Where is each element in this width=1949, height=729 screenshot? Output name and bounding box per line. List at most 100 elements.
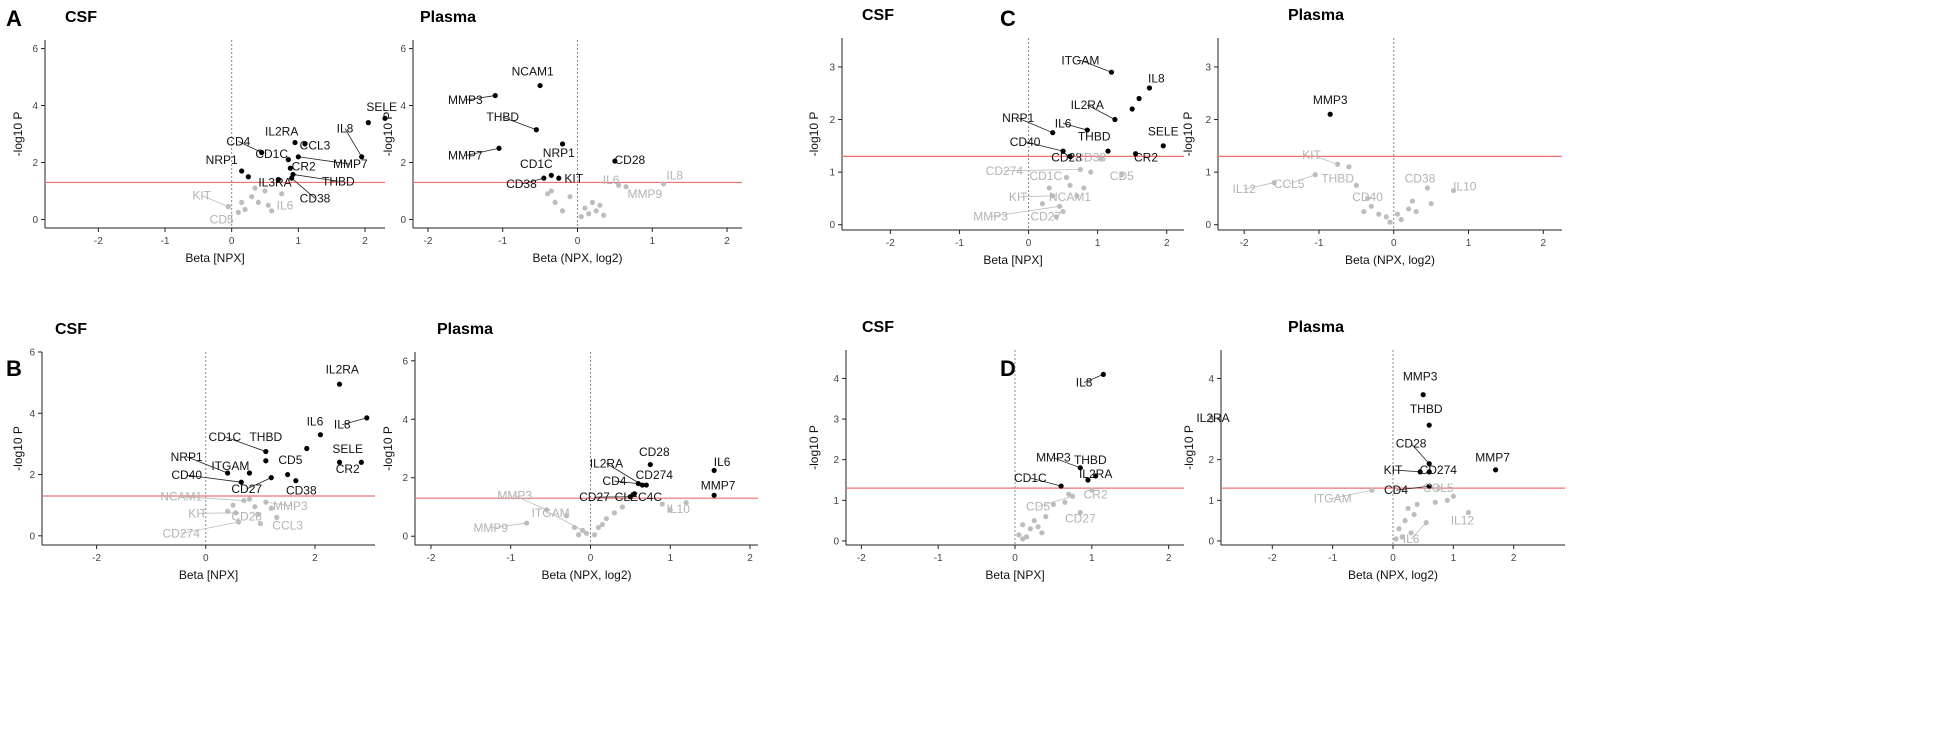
point-label: IL2RA: [1071, 98, 1104, 112]
nonsignificant-point: [241, 498, 246, 503]
nonsignificant-point: [601, 213, 606, 218]
point-label: THBD: [322, 174, 355, 188]
y-tick-label: 6: [29, 348, 35, 359]
nonsignificant-point: [1074, 193, 1079, 198]
nonsignificant-point: [1078, 167, 1083, 172]
y-tick-label: 0: [833, 536, 839, 547]
x-tick-label: 0: [1012, 553, 1018, 564]
x-tick-label: -1: [1315, 238, 1324, 249]
significant-point: [318, 432, 323, 437]
significant-point: [493, 93, 498, 98]
point-label: MMP3: [273, 499, 308, 513]
nonsignificant-point: [1081, 185, 1086, 190]
nonsignificant-point: [1376, 212, 1381, 217]
nonsignificant-point: [660, 501, 665, 506]
nonsignificant-point: [1425, 185, 1430, 190]
point-label: IL2RA: [265, 124, 298, 138]
significant-point: [1058, 483, 1063, 488]
nonsignificant-point: [1098, 156, 1103, 161]
y-tick-label: 6: [402, 356, 408, 367]
significant-point: [263, 458, 268, 463]
point-label: CD4: [602, 474, 626, 488]
nonsignificant-point: [1354, 183, 1359, 188]
significant-point: [285, 472, 290, 477]
nonsignificant-point: [1451, 494, 1456, 499]
nonsignificant-point: [247, 496, 252, 501]
significant-point: [1427, 423, 1432, 428]
significant-point: [541, 176, 546, 181]
y-tick-label: 2: [29, 470, 35, 481]
nonsignificant-point: [1399, 217, 1404, 222]
nonsignificant-point: [236, 519, 241, 524]
point-label: MMP3: [448, 93, 483, 107]
x-tick-label: 1: [1466, 238, 1472, 249]
nonsignificant-point: [1016, 532, 1021, 537]
significant-point: [1130, 106, 1135, 111]
x-tick-label: -2: [424, 236, 433, 247]
panel-letter-b: B: [6, 356, 22, 381]
point-label: CR2: [1084, 487, 1108, 501]
x-tick-label: 1: [1089, 553, 1095, 564]
nonsignificant-point: [1066, 492, 1071, 497]
y-tick-label: 0: [1208, 536, 1214, 547]
chart-title: Plasma: [1288, 7, 1344, 24]
point-label: IL8: [1076, 376, 1093, 390]
y-tick-label: 2: [1208, 455, 1214, 466]
x-axis-title: Beta (NPX, log2): [541, 568, 631, 582]
y-tick-label: 0: [32, 215, 38, 226]
significant-point: [269, 475, 274, 480]
chart-title: CSF: [55, 321, 87, 338]
y-axis-title: -log10 P: [381, 426, 395, 471]
significant-point: [712, 493, 717, 498]
outside-label: IL2RA: [1196, 411, 1229, 425]
nonsignificant-point: [1414, 209, 1419, 214]
point-label: IL6: [1055, 116, 1072, 130]
x-tick-label: -2: [427, 553, 436, 564]
point-label: IL2RA: [326, 362, 359, 376]
nonsignificant-point: [226, 204, 231, 209]
point-label: IL2RA: [590, 457, 623, 471]
point-label: IL12: [1232, 182, 1256, 196]
significant-point: [1105, 148, 1110, 153]
nonsignificant-point: [668, 507, 673, 512]
point-label: MMP9: [473, 521, 508, 535]
y-tick-label: 0: [829, 220, 835, 231]
nonsignificant-point: [255, 512, 260, 517]
y-tick-label: 0: [400, 215, 406, 226]
point-label: CD28: [639, 445, 670, 459]
nonsignificant-point: [262, 188, 267, 193]
point-label: NRP1: [171, 450, 203, 464]
y-tick-label: 6: [400, 44, 406, 55]
x-tick-label: -2: [94, 236, 103, 247]
nonsignificant-point: [1088, 170, 1093, 175]
x-tick-label: 2: [1541, 238, 1547, 249]
significant-point: [496, 146, 501, 151]
nonsignificant-point: [584, 531, 589, 536]
y-tick-label: 0: [402, 532, 408, 543]
y-axis-title: -log10 P: [11, 426, 25, 471]
significant-point: [288, 166, 293, 171]
nonsignificant-point: [1032, 518, 1037, 523]
point-label: IL10: [1453, 180, 1477, 194]
nonsignificant-point: [1040, 201, 1045, 206]
point-label: SELE: [1148, 124, 1179, 138]
point-label: KIT: [564, 171, 583, 185]
y-tick-label: 2: [400, 158, 406, 169]
nonsignificant-point: [1424, 520, 1429, 525]
nonsignificant-point: [252, 186, 257, 191]
point-label: IL2RA: [1079, 467, 1112, 481]
x-axis-title: Beta [NPX]: [185, 251, 244, 265]
significant-point: [276, 177, 281, 182]
x-tick-label: 1: [667, 553, 673, 564]
nonsignificant-point: [616, 183, 621, 188]
nonsignificant-point: [1466, 510, 1471, 515]
y-tick-label: 1: [1205, 168, 1211, 179]
nonsignificant-point: [579, 214, 584, 219]
y-axis-title: -log10 P: [11, 112, 25, 157]
nonsignificant-point: [1395, 212, 1400, 217]
point-label: MMP7: [1475, 451, 1510, 465]
point-label: CD28: [614, 153, 645, 167]
